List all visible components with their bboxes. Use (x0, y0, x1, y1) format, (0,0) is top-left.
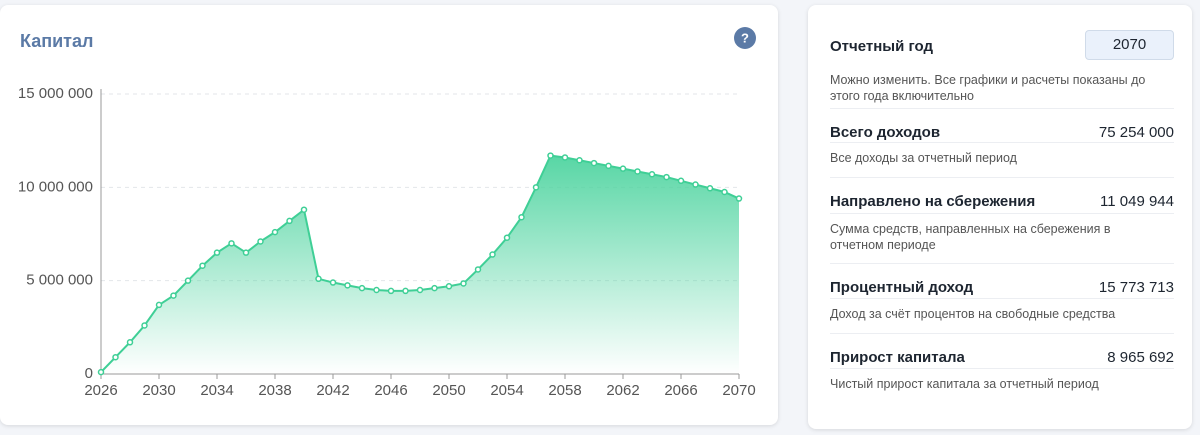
point (503, 234, 511, 241)
point (663, 173, 670, 181)
point (373, 286, 380, 294)
point (112, 353, 119, 361)
x-tick-label: 2070 (722, 382, 755, 399)
item-hint: Чистый прирост капитала за отчетный пери… (830, 377, 1099, 391)
point (155, 301, 163, 309)
y-tick-label: 5 000 000 (26, 272, 93, 289)
x-tick-label: 2026 (84, 382, 117, 399)
x-tick-label: 2066 (664, 382, 697, 399)
chart: Капитал ? 0 5 000 000 10 000 000 15 000 000… (18, 27, 756, 399)
x-tick-label: 2046 (374, 382, 407, 399)
point (329, 279, 337, 286)
point (576, 157, 583, 164)
point (431, 284, 438, 292)
point (677, 177, 685, 185)
separator (830, 108, 1174, 109)
item-label: Направлено на сбережения (830, 193, 1036, 210)
point (271, 228, 279, 236)
point (590, 159, 598, 167)
point (170, 292, 177, 299)
y-tick-label: 0 (85, 365, 93, 382)
separator (830, 213, 1174, 214)
item-value: 75 254 000 (1098, 124, 1174, 141)
point (300, 206, 308, 213)
point (199, 262, 206, 269)
x-tick-label: 2042 (316, 382, 349, 399)
point (460, 280, 467, 287)
point (489, 251, 496, 258)
point (721, 188, 728, 196)
item-label: Прирост капитала (830, 349, 965, 366)
item-hint: Доход за счёт процентов на свободные сре… (830, 307, 1116, 321)
point (735, 195, 743, 202)
item-value: 8 965 692 (1107, 349, 1174, 366)
area (101, 155, 739, 374)
point (619, 165, 627, 172)
x-tick-label: 2050 (432, 382, 465, 399)
year-input[interactable]: 2070 (1085, 30, 1174, 60)
item-hint: Все доходы за отчетный период (830, 151, 1017, 165)
separator (830, 298, 1174, 299)
help-text[interactable]: ? (741, 30, 749, 45)
help-icon[interactable] (734, 27, 756, 49)
point (344, 282, 351, 289)
point (634, 168, 641, 175)
x-tick-label: 2054 (490, 382, 523, 399)
year-hint: Можно изменить. Все графики и расчеты по… (830, 73, 1146, 103)
x-tick-label: 2058 (548, 382, 581, 399)
point (605, 162, 612, 170)
point (97, 368, 105, 376)
item-label: Всего доходов (830, 124, 941, 141)
point (402, 287, 409, 295)
point (286, 217, 293, 225)
point (706, 185, 714, 192)
point (387, 287, 395, 295)
point (547, 152, 554, 159)
x-tick-label: 2062 (606, 382, 639, 399)
y-tick-label: 15 000 000 (18, 85, 93, 102)
point (518, 213, 525, 221)
point (315, 275, 322, 283)
item-hint: Сумма средств, направленных на сбережени… (830, 222, 1111, 252)
point (416, 286, 424, 294)
point (692, 181, 699, 188)
chart-card: Капитал ? 0 5 000 000 10 000 000 15 000 000… (0, 5, 778, 425)
item-value: 11 049 944 (1100, 193, 1174, 210)
separator (830, 333, 1174, 334)
point (126, 339, 134, 346)
y-tick-label: 10 000 000 (18, 178, 93, 195)
point (532, 184, 540, 191)
point (648, 171, 656, 178)
item-label: Процентный доход (830, 279, 974, 296)
summary-panel: Отчетный год 2070 Можно изменить. Все гр… (808, 5, 1192, 429)
x-tick-label: 2034 (200, 382, 233, 399)
chart-title: Капитал (20, 31, 93, 51)
separator (830, 142, 1174, 143)
point (358, 284, 366, 292)
separator (830, 263, 1174, 264)
point (561, 154, 569, 161)
x-tick-label: 2030 (142, 382, 175, 399)
point (184, 277, 192, 284)
x-tick-label: 2038 (258, 382, 291, 399)
point (228, 240, 235, 247)
point (474, 266, 482, 273)
point (257, 238, 264, 245)
point (242, 249, 250, 256)
point (445, 283, 453, 290)
separator (830, 177, 1174, 178)
point (141, 322, 148, 329)
year-label: Отчетный год (830, 38, 934, 55)
item-value: 15 773 713 (1098, 279, 1174, 296)
separator (830, 368, 1174, 369)
point (213, 249, 221, 256)
